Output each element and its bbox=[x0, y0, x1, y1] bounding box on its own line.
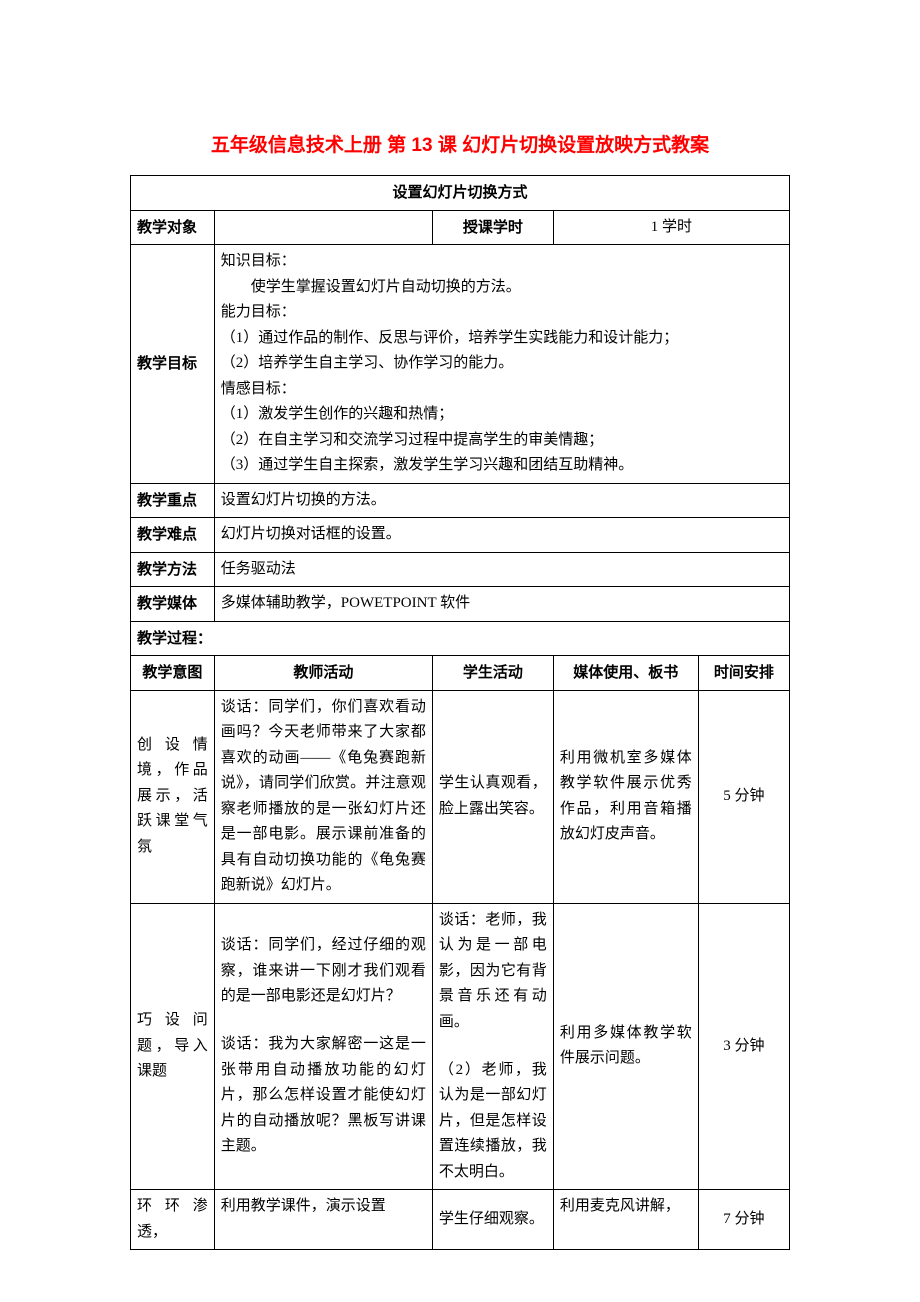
label-hours: 授课学时 bbox=[432, 210, 553, 245]
value-difficulty: 幻灯片切换对话框的设置。 bbox=[214, 518, 789, 553]
cell-teacher: 利用教学课件，演示设置 bbox=[214, 1190, 432, 1250]
teacher-p1: 谈话：同学们，经过仔细的观察，谁来讲一下刚才我们观看的是一部电影还是幻灯片？ bbox=[221, 933, 426, 1010]
table-row: 教学难点 幻灯片切换对话框的设置。 bbox=[131, 518, 790, 553]
cell-teacher: 谈话：同学们，经过仔细的观察，谁来讲一下刚才我们观看的是一部电影还是幻灯片？ 谈… bbox=[214, 903, 432, 1190]
value-method: 任务驱动法 bbox=[214, 552, 789, 587]
table-row: 巧设问题，导入课题 谈话：同学们，经过仔细的观察，谁来讲一下刚才我们观看的是一部… bbox=[131, 903, 790, 1190]
cell-media: 利用麦克风讲解， bbox=[553, 1190, 698, 1250]
cell-intent: 环环渗透， bbox=[131, 1190, 215, 1250]
table-row: 教学重点 设置幻灯片切换的方法。 bbox=[131, 483, 790, 518]
lesson-table: 设置幻灯片切换方式 教学对象 授课学时 1 学时 教学目标 知识目标： 使学生掌… bbox=[130, 175, 790, 1250]
student-p2: （2）老师，我认为是一部幻灯片，但是怎样设置连续播放，我不太明白。 bbox=[439, 1058, 547, 1186]
cell-student: 学生认真观看，脸上露出笑容。 bbox=[432, 690, 553, 903]
label-method: 教学方法 bbox=[131, 552, 215, 587]
document-title: 五年级信息技术上册 第 13 课 幻灯片切换设置放映方式教案 bbox=[130, 130, 790, 157]
teacher-p2: 谈话：我为大家解密一这是一张带用自动播放功能的幻灯片，那么怎样设置才能使幻灯片的… bbox=[221, 1032, 426, 1160]
goal-ability-label: 能力目标： bbox=[221, 300, 783, 326]
label-subject: 教学对象 bbox=[131, 210, 215, 245]
cell-student: 谈话：老师，我认为是一部电影，因为它有背景音乐还有动画。 （2）老师，我认为是一… bbox=[432, 903, 553, 1190]
value-goals: 知识目标： 使学生掌握设置幻灯片自动切换的方法。 能力目标： （1）通过作品的制… bbox=[214, 245, 789, 484]
goal-emotion-2: （2）在自主学习和交流学习过程中提高学生的审美情趣； bbox=[221, 428, 783, 454]
cell-time: 7 分钟 bbox=[698, 1190, 789, 1250]
goal-knowledge-label: 知识目标： bbox=[221, 249, 783, 275]
table-header-title: 设置幻灯片切换方式 bbox=[131, 176, 790, 211]
label-process: 教学过程： bbox=[131, 621, 790, 656]
value-keypoint: 设置幻灯片切换的方法。 bbox=[214, 483, 789, 518]
cell-student: 学生仔细观察。 bbox=[432, 1190, 553, 1250]
student-p1: 谈话：老师，我认为是一部电影，因为它有背景音乐还有动画。 bbox=[439, 908, 547, 1036]
goal-ability-2: （2）培养学生自主学习、协作学习的能力。 bbox=[221, 351, 783, 377]
value-hours: 1 学时 bbox=[553, 210, 789, 245]
table-row: 教学媒体 多媒体辅助教学，POWETPOINT 软件 bbox=[131, 587, 790, 622]
table-row: 创设情境，作品展示，活跃课堂气氛 谈话：同学们，你们喜欢看动画吗？今天老师带来了… bbox=[131, 690, 790, 903]
table-row: 教学过程： bbox=[131, 621, 790, 656]
cell-time: 5 分钟 bbox=[698, 690, 789, 903]
label-keypoint: 教学重点 bbox=[131, 483, 215, 518]
label-media: 教学媒体 bbox=[131, 587, 215, 622]
cell-time: 3 分钟 bbox=[698, 903, 789, 1190]
col-intent: 教学意图 bbox=[131, 656, 215, 691]
goal-emotion-label: 情感目标： bbox=[221, 377, 783, 403]
cell-intent: 创设情境，作品展示，活跃课堂气氛 bbox=[131, 690, 215, 903]
label-difficulty: 教学难点 bbox=[131, 518, 215, 553]
page-container: 五年级信息技术上册 第 13 课 幻灯片切换设置放映方式教案 设置幻灯片切换方式… bbox=[0, 0, 920, 1290]
value-subject bbox=[214, 210, 432, 245]
table-row: 教学目标 知识目标： 使学生掌握设置幻灯片自动切换的方法。 能力目标： （1）通… bbox=[131, 245, 790, 484]
table-row: 教学对象 授课学时 1 学时 bbox=[131, 210, 790, 245]
cell-intent: 巧设问题，导入课题 bbox=[131, 903, 215, 1190]
table-row: 教学意图 教师活动 学生活动 媒体使用、板书 时间安排 bbox=[131, 656, 790, 691]
cell-media: 利用多媒体教学软件展示问题。 bbox=[553, 903, 698, 1190]
cell-media: 利用微机室多媒体教学软件展示优秀作品，利用音箱播放幻灯皮声音。 bbox=[553, 690, 698, 903]
cell-teacher: 谈话：同学们，你们喜欢看动画吗？今天老师带来了大家都喜欢的动画——《龟兔赛跑新说… bbox=[214, 690, 432, 903]
label-goals: 教学目标 bbox=[131, 245, 215, 484]
goal-emotion-3: （3）通过学生自主探索，激发学生学习兴趣和团结互助精神。 bbox=[221, 453, 783, 479]
col-student: 学生活动 bbox=[432, 656, 553, 691]
table-row: 教学方法 任务驱动法 bbox=[131, 552, 790, 587]
table-row: 环环渗透， 利用教学课件，演示设置 学生仔细观察。 利用麦克风讲解， 7 分钟 bbox=[131, 1190, 790, 1250]
goal-emotion-1: （1）激发学生创作的兴趣和热情； bbox=[221, 402, 783, 428]
table-row: 设置幻灯片切换方式 bbox=[131, 176, 790, 211]
col-media-board: 媒体使用、板书 bbox=[553, 656, 698, 691]
col-teacher: 教师活动 bbox=[214, 656, 432, 691]
goal-ability-1: （1）通过作品的制作、反思与评价，培养学生实践能力和设计能力； bbox=[221, 326, 783, 352]
value-media: 多媒体辅助教学，POWETPOINT 软件 bbox=[214, 587, 789, 622]
col-time: 时间安排 bbox=[698, 656, 789, 691]
goal-knowledge-1: 使学生掌握设置幻灯片自动切换的方法。 bbox=[221, 275, 783, 301]
